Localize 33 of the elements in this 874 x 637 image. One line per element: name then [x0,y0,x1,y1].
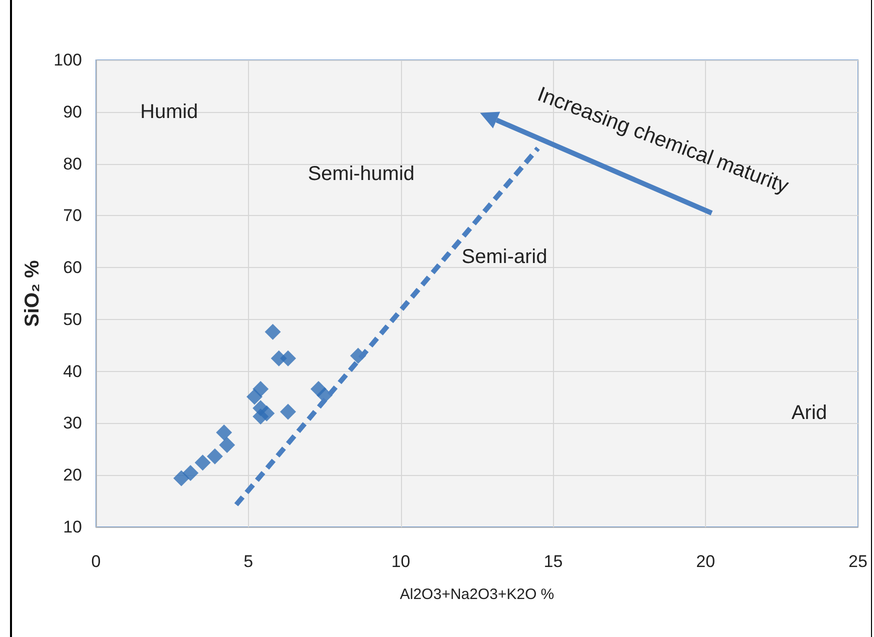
y-tick-label: 60 [63,258,82,278]
point [182,465,198,482]
point [280,350,296,366]
y-tick-label: 20 [63,466,82,485]
annotation: Semi-humid [308,163,415,186]
point [194,454,211,471]
point [206,448,223,464]
point [264,324,281,340]
annotation: Humid [140,100,198,123]
x-tick-label: 20 [696,552,716,571]
y-tick-label: 90 [63,102,82,122]
y-tick-label: 10 [63,518,82,536]
y-tick-label: 80 [63,154,82,174]
annotation: Semi-arid [462,246,548,268]
x-tick-label: 25 [848,552,868,571]
point [216,424,232,441]
x-tick-label: 5 [244,552,254,571]
x-tick-label: 0 [91,552,101,571]
y-axis-title: SiO₂ % [22,260,44,327]
y-tick-label: 40 [63,362,82,381]
x-axis-title: Al2O3+Na2O3+K2O % [400,586,554,603]
point [173,470,190,486]
x-tick-label: 15 [544,552,563,571]
y-tick-label: 30 [63,414,82,433]
point [219,437,236,454]
y-tick-label: 70 [63,206,82,226]
annotation: Arid [791,402,828,424]
point [246,388,262,405]
point [258,405,275,422]
point [280,404,296,420]
x-tick-label: 10 [391,552,410,571]
y-tick-label: 50 [63,310,82,329]
y-tick-label: 100 [54,50,82,70]
